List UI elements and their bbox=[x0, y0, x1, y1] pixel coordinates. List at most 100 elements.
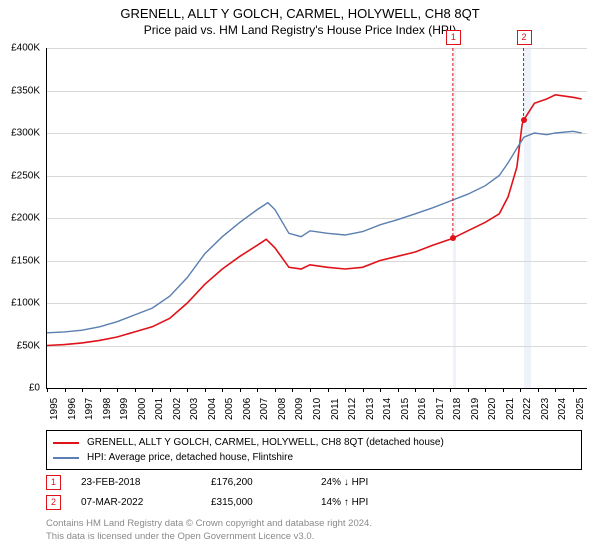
x-axis-label: 2008 bbox=[277, 398, 288, 420]
x-tick bbox=[117, 388, 118, 392]
x-axis-label: 2009 bbox=[294, 398, 305, 420]
x-tick bbox=[573, 388, 574, 392]
sale-price: £315,000 bbox=[211, 497, 321, 508]
x-tick bbox=[345, 388, 346, 392]
y-axis-label: £350K bbox=[11, 85, 40, 96]
x-axis-label: 2019 bbox=[470, 398, 481, 420]
y-axis-label: £250K bbox=[11, 170, 40, 181]
sale-date: 23-FEB-2018 bbox=[81, 477, 211, 488]
chart-container: GRENELL, ALLT Y GOLCH, CARMEL, HOLYWELL,… bbox=[0, 0, 600, 560]
x-tick bbox=[187, 388, 188, 392]
marker-label: 1 bbox=[446, 30, 461, 45]
x-tick bbox=[205, 388, 206, 392]
x-tick bbox=[468, 388, 469, 392]
legend-item: HPI: Average price, detached house, Flin… bbox=[53, 450, 575, 465]
sale-diff: 24% ↓ HPI bbox=[321, 477, 451, 488]
chart-area: 12 £0£50K£100K£150K£200K£250K£300K£350K£… bbox=[46, 48, 586, 418]
sales-table: 123-FEB-2018£176,20024% ↓ HPI207-MAR-202… bbox=[46, 472, 582, 512]
x-tick bbox=[82, 388, 83, 392]
x-axis-label: 2013 bbox=[365, 398, 376, 420]
x-axis-label: 2015 bbox=[400, 398, 411, 420]
x-axis-label: 2018 bbox=[452, 398, 463, 420]
x-tick bbox=[555, 388, 556, 392]
x-tick bbox=[240, 388, 241, 392]
x-tick bbox=[47, 388, 48, 392]
x-tick bbox=[415, 388, 416, 392]
x-tick bbox=[170, 388, 171, 392]
x-axis-label: 2004 bbox=[207, 398, 218, 420]
x-axis-label: 2024 bbox=[557, 398, 568, 420]
series-hpi bbox=[47, 131, 582, 332]
chart-subtitle: Price paid vs. HM Land Registry's House … bbox=[0, 23, 600, 37]
x-axis-label: 2014 bbox=[382, 398, 393, 420]
x-tick bbox=[222, 388, 223, 392]
x-tick bbox=[275, 388, 276, 392]
title-block: GRENELL, ALLT Y GOLCH, CARMEL, HOLYWELL,… bbox=[0, 0, 600, 37]
x-tick bbox=[398, 388, 399, 392]
plot-region: 12 bbox=[46, 48, 587, 389]
x-axis-label: 2005 bbox=[224, 398, 235, 420]
x-axis-label: 2000 bbox=[137, 398, 148, 420]
sale-row: 123-FEB-2018£176,20024% ↓ HPI bbox=[46, 472, 582, 492]
legend-swatch bbox=[53, 457, 79, 459]
x-tick bbox=[450, 388, 451, 392]
sale-marker-box: 2 bbox=[46, 495, 61, 510]
chart-title: GRENELL, ALLT Y GOLCH, CARMEL, HOLYWELL,… bbox=[0, 6, 600, 21]
legend-label: GRENELL, ALLT Y GOLCH, CARMEL, HOLYWELL,… bbox=[87, 437, 444, 448]
x-tick bbox=[292, 388, 293, 392]
x-axis-label: 2003 bbox=[189, 398, 200, 420]
x-axis-label: 1997 bbox=[84, 398, 95, 420]
y-axis-label: £300K bbox=[11, 128, 40, 139]
sale-diff: 14% ↑ HPI bbox=[321, 497, 451, 508]
x-tick bbox=[380, 388, 381, 392]
y-axis-label: £400K bbox=[11, 43, 40, 54]
legend-swatch bbox=[53, 442, 79, 444]
marker-dot bbox=[521, 117, 527, 123]
series-svg bbox=[47, 48, 587, 388]
y-axis-label: £100K bbox=[11, 298, 40, 309]
x-tick bbox=[135, 388, 136, 392]
x-axis-label: 2022 bbox=[522, 398, 533, 420]
x-tick bbox=[503, 388, 504, 392]
x-axis-label: 2010 bbox=[312, 398, 323, 420]
x-axis-label: 2017 bbox=[435, 398, 446, 420]
x-axis-label: 2006 bbox=[242, 398, 253, 420]
y-axis-label: £200K bbox=[11, 213, 40, 224]
x-tick bbox=[100, 388, 101, 392]
x-tick bbox=[485, 388, 486, 392]
x-axis-label: 2001 bbox=[154, 398, 165, 420]
x-axis-label: 1995 bbox=[49, 398, 60, 420]
legend-label: HPI: Average price, detached house, Flin… bbox=[87, 452, 293, 463]
attribution-line: This data is licensed under the Open Gov… bbox=[46, 531, 372, 544]
x-axis-label: 1999 bbox=[119, 398, 130, 420]
x-axis-label: 2020 bbox=[487, 398, 498, 420]
x-tick bbox=[65, 388, 66, 392]
x-tick bbox=[152, 388, 153, 392]
x-axis-label: 1998 bbox=[102, 398, 113, 420]
x-axis-label: 2011 bbox=[330, 398, 341, 420]
x-axis-label: 2007 bbox=[259, 398, 270, 420]
y-axis-label: £50K bbox=[17, 340, 40, 351]
attribution-line: Contains HM Land Registry data © Crown c… bbox=[46, 518, 372, 531]
y-axis-label: £0 bbox=[29, 383, 40, 394]
marker-dot bbox=[450, 235, 456, 241]
legend: GRENELL, ALLT Y GOLCH, CARMEL, HOLYWELL,… bbox=[46, 430, 582, 470]
x-axis-label: 2023 bbox=[540, 398, 551, 420]
sale-marker-box: 1 bbox=[46, 475, 61, 490]
x-axis-label: 2025 bbox=[575, 398, 586, 420]
x-tick bbox=[433, 388, 434, 392]
sale-row: 207-MAR-2022£315,00014% ↑ HPI bbox=[46, 492, 582, 512]
x-axis-label: 2021 bbox=[505, 398, 516, 420]
y-axis-label: £150K bbox=[11, 255, 40, 266]
series-property bbox=[47, 95, 582, 346]
attribution: Contains HM Land Registry data © Crown c… bbox=[46, 518, 372, 544]
x-tick bbox=[257, 388, 258, 392]
x-tick bbox=[328, 388, 329, 392]
x-axis-label: 2012 bbox=[347, 398, 358, 420]
x-tick bbox=[538, 388, 539, 392]
x-axis-label: 2002 bbox=[172, 398, 183, 420]
marker-label: 2 bbox=[517, 30, 532, 45]
x-tick bbox=[363, 388, 364, 392]
x-axis-label: 2016 bbox=[417, 398, 428, 420]
legend-item: GRENELL, ALLT Y GOLCH, CARMEL, HOLYWELL,… bbox=[53, 435, 575, 450]
